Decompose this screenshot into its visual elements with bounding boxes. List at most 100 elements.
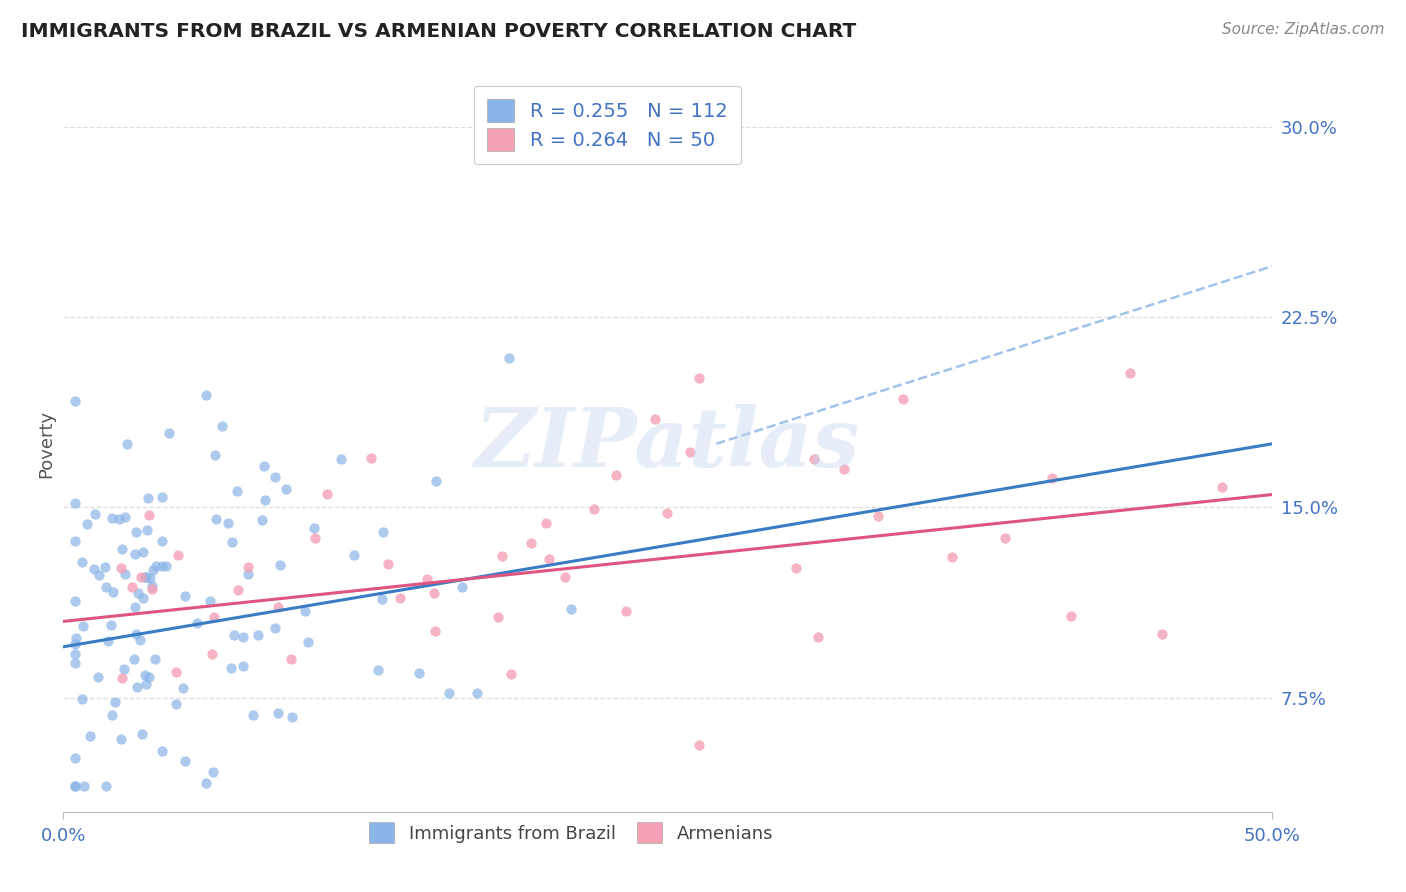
- Point: [138, 670, 160, 684]
- Point: [280, 652, 302, 666]
- Point: [1060, 609, 1083, 624]
- Point: [304, 531, 326, 545]
- Point: [65, 647, 87, 661]
- Point: [129, 632, 152, 647]
- Point: [150, 744, 173, 758]
- Point: [832, 461, 855, 475]
- Point: [371, 591, 394, 606]
- Point: [73, 780, 96, 794]
- Point: [108, 512, 131, 526]
- Point: [100, 618, 122, 632]
- Point: [134, 667, 156, 681]
- Point: [377, 557, 399, 571]
- Y-axis label: Poverty: Poverty: [37, 409, 55, 478]
- Point: [201, 764, 224, 779]
- Point: [605, 468, 627, 483]
- Point: [97, 633, 120, 648]
- Point: [491, 549, 513, 563]
- Point: [127, 680, 149, 694]
- Point: [142, 562, 165, 576]
- Point: [232, 630, 254, 644]
- Point: [65, 631, 87, 645]
- Point: [103, 584, 125, 599]
- Point: [679, 445, 702, 459]
- Point: [1119, 366, 1142, 380]
- Point: [101, 510, 124, 524]
- Point: [125, 524, 148, 539]
- Point: [65, 657, 87, 671]
- Point: [134, 570, 156, 584]
- Point: [65, 533, 87, 548]
- Point: [294, 604, 316, 618]
- Point: [114, 509, 136, 524]
- Point: [70, 555, 93, 569]
- Point: [520, 536, 543, 550]
- Point: [614, 604, 637, 618]
- Point: [121, 580, 143, 594]
- Point: [83, 561, 105, 575]
- Point: [242, 708, 264, 723]
- Point: [232, 659, 254, 673]
- Point: [94, 559, 117, 574]
- Point: [65, 780, 87, 794]
- Point: [87, 568, 110, 582]
- Point: [150, 491, 173, 505]
- Point: [138, 508, 160, 522]
- Point: [226, 582, 249, 597]
- Point: [253, 492, 276, 507]
- Point: [136, 523, 159, 537]
- Point: [1211, 480, 1233, 494]
- Point: [124, 599, 146, 614]
- Point: [655, 506, 678, 520]
- Point: [96, 780, 118, 794]
- Point: [425, 624, 447, 639]
- Point: [132, 545, 155, 559]
- Point: [554, 570, 576, 584]
- Point: [501, 667, 523, 681]
- Point: [269, 558, 291, 573]
- Point: [644, 411, 666, 425]
- Point: [76, 517, 98, 532]
- Point: [408, 666, 430, 681]
- Point: [451, 581, 474, 595]
- Point: [174, 754, 197, 768]
- Point: [201, 647, 224, 661]
- Point: [486, 610, 509, 624]
- Point: [264, 621, 287, 635]
- Point: [217, 516, 239, 530]
- Point: [136, 491, 159, 505]
- Point: [79, 729, 101, 743]
- Point: [72, 619, 94, 633]
- Point: [172, 681, 194, 696]
- Point: [104, 695, 127, 709]
- Point: [276, 482, 298, 496]
- Point: [132, 591, 155, 605]
- Point: [250, 513, 273, 527]
- Point: [141, 582, 163, 596]
- Point: [138, 571, 160, 585]
- Point: [367, 663, 389, 677]
- Text: ZIPatlas: ZIPatlas: [475, 404, 860, 483]
- Point: [583, 502, 606, 516]
- Point: [238, 560, 260, 574]
- Point: [65, 780, 87, 794]
- Point: [315, 487, 337, 501]
- Point: [437, 686, 460, 700]
- Point: [166, 665, 188, 680]
- Point: [114, 566, 136, 581]
- Point: [96, 580, 118, 594]
- Point: [785, 561, 807, 575]
- Point: [868, 508, 890, 523]
- Point: [204, 610, 226, 624]
- Point: [174, 589, 197, 603]
- Point: [266, 706, 288, 720]
- Point: [135, 570, 157, 584]
- Point: [145, 559, 167, 574]
- Point: [157, 425, 180, 440]
- Point: [688, 371, 710, 385]
- Point: [65, 751, 87, 765]
- Point: [246, 628, 269, 642]
- Point: [343, 549, 366, 563]
- Point: [141, 579, 163, 593]
- Point: [416, 572, 439, 586]
